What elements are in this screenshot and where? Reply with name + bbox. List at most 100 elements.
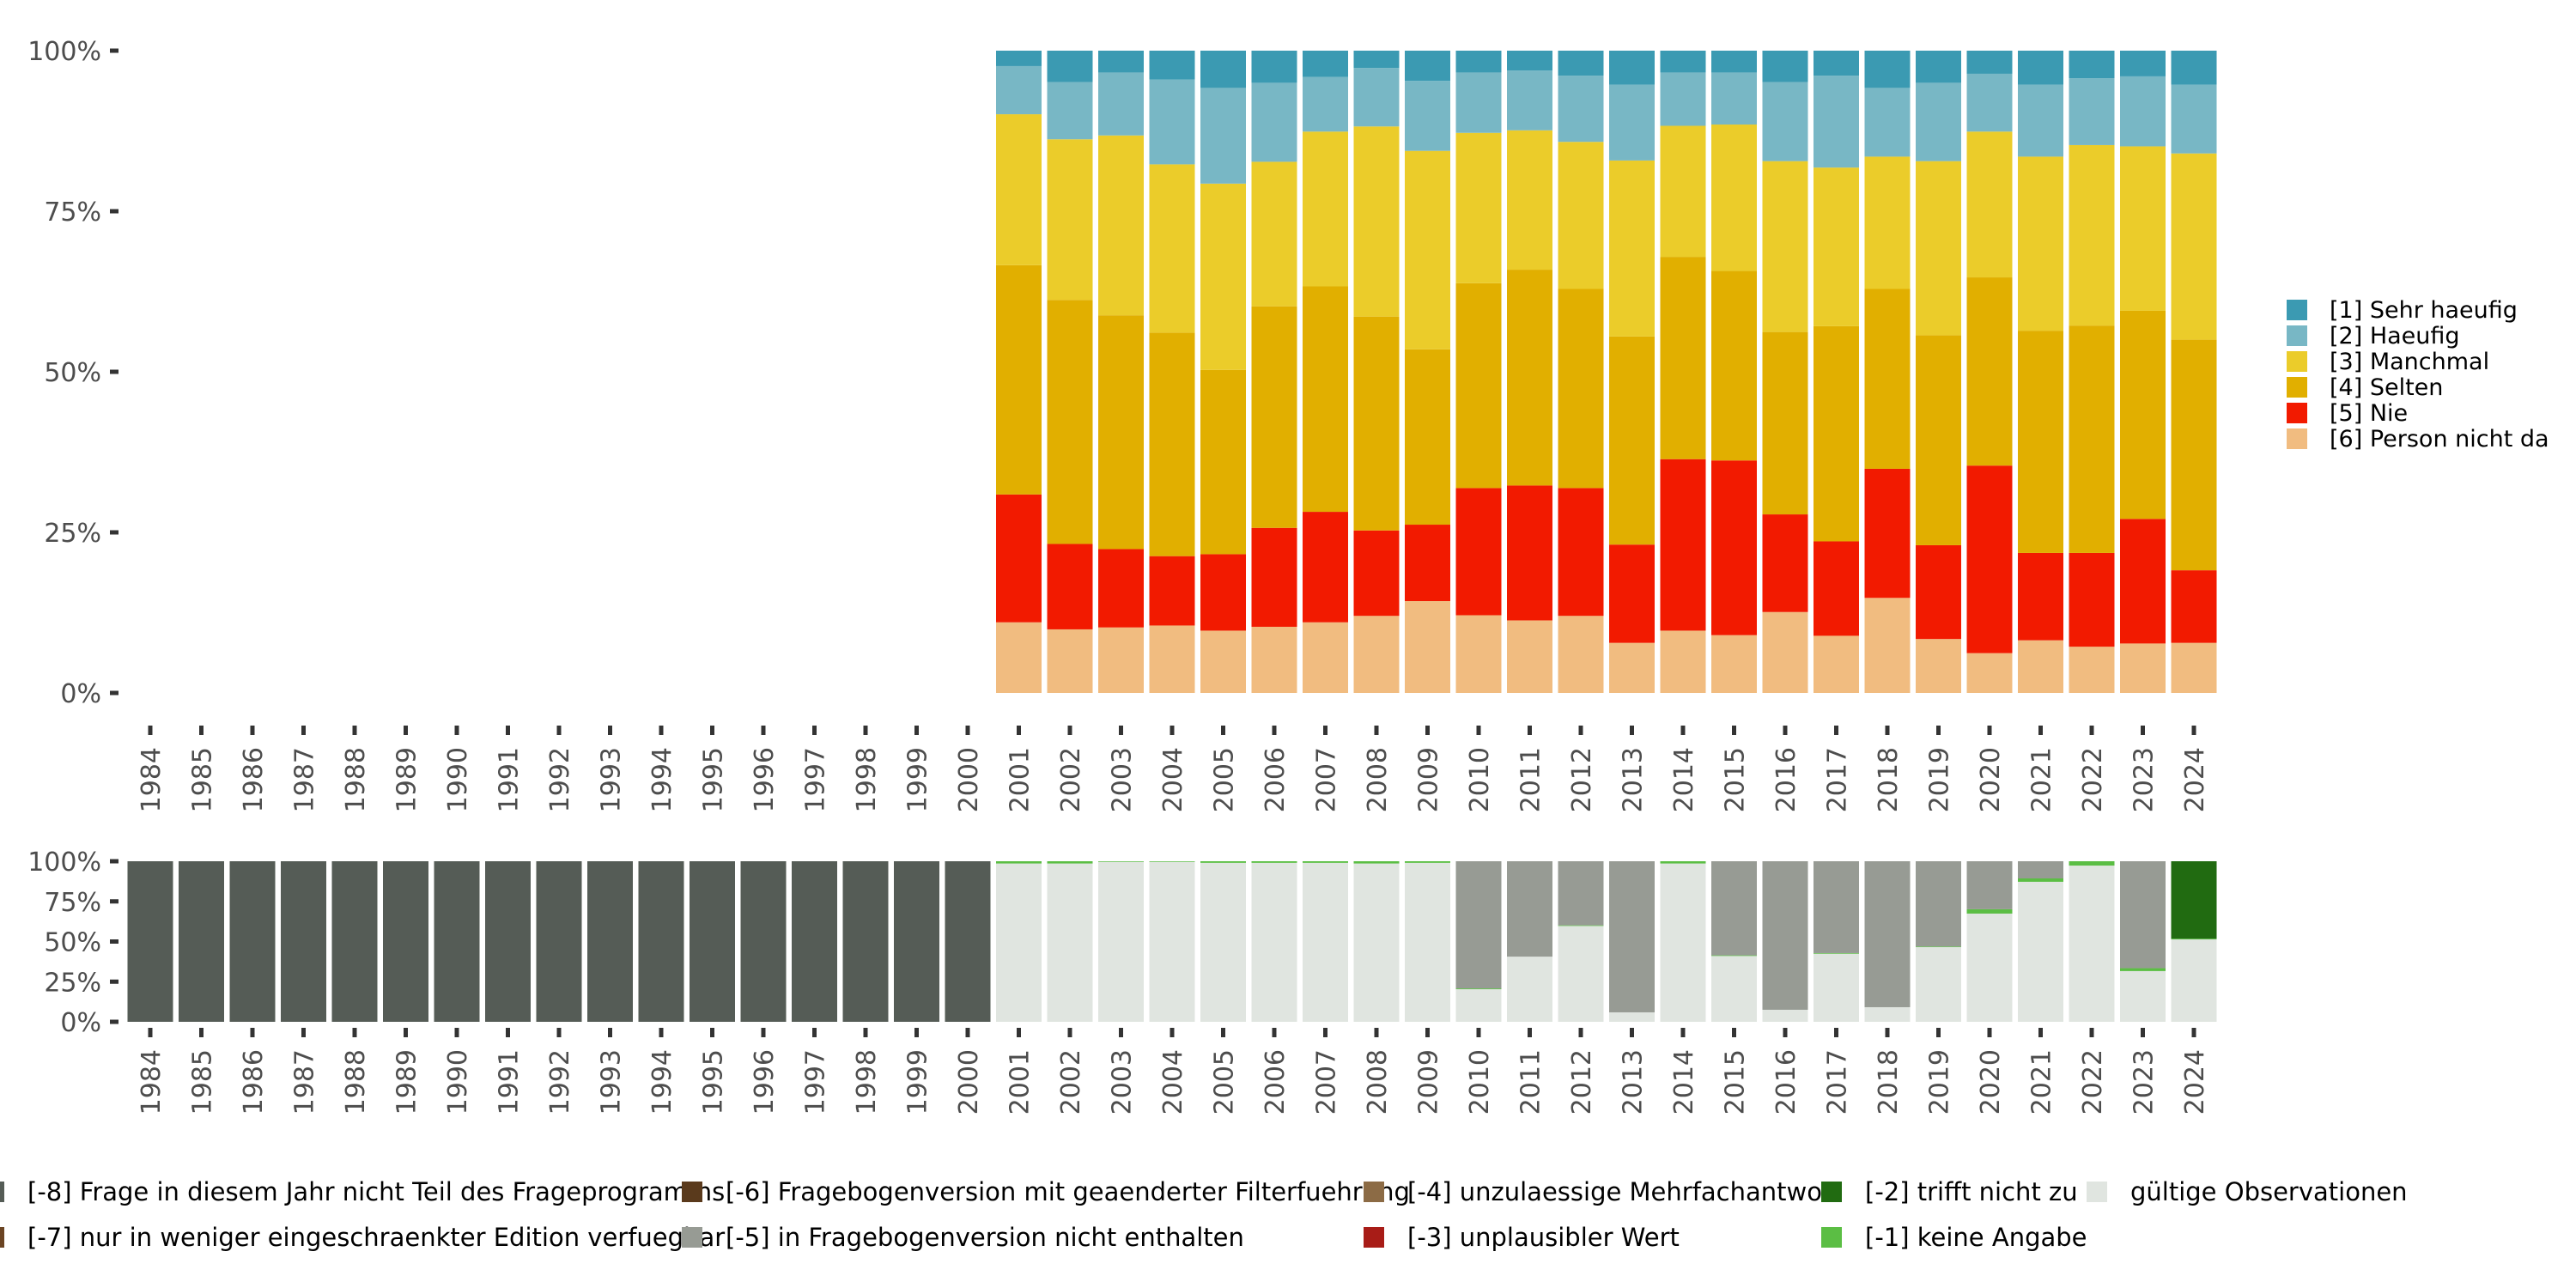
top-xtick-label: 1985 (188, 747, 218, 812)
top-bar-segment-2010-s3 (1455, 132, 1502, 283)
top-xtick-label: 1999 (903, 747, 933, 812)
bottom-xtick-label: 2020 (1976, 1049, 2006, 1115)
top-bar-segment-2023-s3 (2120, 146, 2166, 311)
bottom-bar-segment-2002-s0 (1047, 863, 1093, 1022)
bottom-xtick-label: 1993 (597, 1049, 627, 1115)
top-bar-segment-2012-s5 (1558, 51, 1604, 76)
top-xtick-label: 2000 (954, 747, 984, 812)
bottom-bar-segment-2022-s0 (2069, 866, 2115, 1022)
bottom-bar-segment-2013-s5 (1609, 861, 1655, 1012)
top-bar-segment-2015-s4 (1711, 72, 1757, 125)
top-bar-segment-2006-s0 (1251, 626, 1297, 693)
top-xtick-label: 2006 (1261, 747, 1291, 812)
top-bar-segment-2006-s4 (1251, 82, 1297, 162)
top-bar-segment-2012-s3 (1558, 142, 1604, 289)
legend-swatch (2287, 377, 2307, 398)
legend-label: [-8] Frage in diesem Jahr nicht Teil des… (27, 1177, 725, 1206)
bottom-bar-segment-2024-s0 (2171, 939, 2217, 1022)
top-xtick-label: 1987 (290, 747, 320, 812)
bottom-xtick-label: 2010 (1465, 1049, 1495, 1115)
top-bar-segment-2009-s2 (1405, 349, 1450, 526)
top-bar-segment-2013-s4 (1609, 84, 1655, 161)
bottom-bar-segment-1998-s8 (842, 861, 889, 1022)
legend-label: [-3] unplausibler Wert (1407, 1223, 1680, 1252)
top-bar-segment-2012-s2 (1558, 289, 1604, 489)
bottom-bar-segment-2004-s1 (1149, 861, 1195, 862)
top-bar-segment-2009-s5 (1405, 51, 1450, 82)
top-xtick-label: 1992 (545, 747, 575, 812)
bottom-bar-segment-2010-s0 (1455, 989, 1502, 1022)
top-ytick-label: 25% (44, 519, 101, 549)
bottom-bar-segment-2008-s1 (1353, 861, 1400, 864)
top-bar-segment-2012-s0 (1558, 616, 1604, 693)
bottom-xtick-label: 1986 (239, 1049, 269, 1115)
bottom-xtick-label: 1984 (137, 1049, 167, 1115)
bottom-xtick-label: 1988 (341, 1049, 371, 1115)
bottom-xtick-label: 1995 (699, 1049, 729, 1115)
bottom-xtick-label: 2009 (1414, 1049, 1444, 1115)
bottom-bar-segment-2015-s5 (1711, 861, 1757, 956)
legend-label: [-7] nur in weniger eingeschraenkter Edi… (27, 1223, 725, 1252)
bottom-bar-segment-1990-s8 (434, 861, 480, 1022)
legend-label: [-6] Fragebogenversion mit geaenderter F… (726, 1177, 1410, 1206)
top-xtick-label: 2024 (2180, 747, 2210, 812)
top-bar-segment-2007-s3 (1303, 131, 1348, 287)
top-bar-segment-2015-s3 (1711, 125, 1757, 271)
bottom-bar-segment-2005-s1 (1200, 861, 1246, 863)
bottom-bar-segment-2019-s5 (1916, 861, 1961, 947)
top-bar-segment-2003-s0 (1098, 627, 1144, 693)
top-bar-segment-2020-s4 (1966, 73, 2013, 132)
legend-swatch (682, 1227, 702, 1248)
top-bar-segment-2018-s1 (1864, 468, 1911, 598)
top-bar-segment-2019-s5 (1916, 51, 1961, 83)
legend-swatch (2287, 428, 2307, 449)
top-bar-segment-2010-s2 (1455, 283, 1502, 489)
top-bar-segment-2008-s3 (1353, 126, 1400, 317)
bottom-bar-segment-2012-s5 (1558, 861, 1604, 926)
bottom-xtick-label: 2000 (954, 1049, 984, 1115)
legend-swatch (0, 1182, 4, 1202)
top-bar-segment-2022-s1 (2069, 552, 2115, 647)
legend-swatch (1821, 1227, 1842, 1248)
bottom-bar-segment-1999-s8 (894, 861, 939, 1022)
top-bar-segment-2020-s3 (1966, 131, 2013, 278)
bottom-bar-segment-1987-s8 (281, 861, 326, 1022)
legend-label: [-2] trifft nicht zu (1865, 1177, 2078, 1206)
top-bar-segment-2004-s4 (1149, 79, 1195, 165)
legend-swatch (2287, 351, 2307, 372)
top-bar-segment-2006-s2 (1251, 306, 1297, 528)
bottom-bar-segment-1993-s8 (587, 861, 633, 1022)
top-ytick-label: 50% (44, 358, 101, 388)
top-bar-segment-2020-s0 (1966, 653, 2013, 693)
bottom-ytick-label: 75% (44, 888, 101, 918)
top-bar-segment-2018-s0 (1864, 598, 1911, 693)
top-xtick-label: 2018 (1874, 747, 1904, 812)
top-bar-segment-2004-s0 (1149, 625, 1195, 693)
bottom-xtick-label: 1994 (647, 1049, 677, 1115)
top-bar-segment-2002-s5 (1047, 51, 1093, 82)
top-bar-segment-2007-s0 (1303, 622, 1348, 693)
bottom-bar-segment-2023-s5 (2120, 861, 2166, 969)
top-ytick-label: 0% (60, 679, 101, 709)
bottom-xtick-label: 2001 (1005, 1049, 1036, 1115)
top-bar-segment-2022-s5 (2069, 51, 2115, 79)
top-bar-segment-2005-s1 (1200, 554, 1246, 631)
top-xtick-label: 2011 (1516, 747, 1546, 812)
bottom-bar-segment-2007-s0 (1303, 862, 1348, 1022)
bottom-xtick-label: 1990 (443, 1049, 473, 1115)
bottom-bar-segment-2011-s0 (1507, 957, 1552, 1022)
top-bar-segment-2014-s0 (1660, 630, 1706, 693)
top-bar-segment-2024-s3 (2171, 153, 2217, 340)
bottom-y-axis: 0% 25% 50% 75% 100% (27, 848, 118, 1038)
top-bar-segment-2017-s4 (1814, 76, 1859, 168)
top-bar-segment-2002-s1 (1047, 544, 1093, 629)
top-xtick-label: 2013 (1619, 747, 1649, 812)
legend-label: [-4] unzulaessige Mehrfachantwort (1407, 1177, 1842, 1206)
top-bar-segment-2005-s5 (1200, 51, 1246, 88)
top-xtick-label: 1998 (852, 747, 882, 812)
top-bar-segment-2021-s4 (2018, 84, 2063, 157)
top-bar-segment-2012-s4 (1558, 76, 1604, 143)
bottom-bar-segment-2011-s5 (1507, 861, 1552, 957)
bottom-bar-segment-2001-s1 (996, 861, 1042, 864)
top-bar-segment-2017-s3 (1814, 167, 1859, 326)
